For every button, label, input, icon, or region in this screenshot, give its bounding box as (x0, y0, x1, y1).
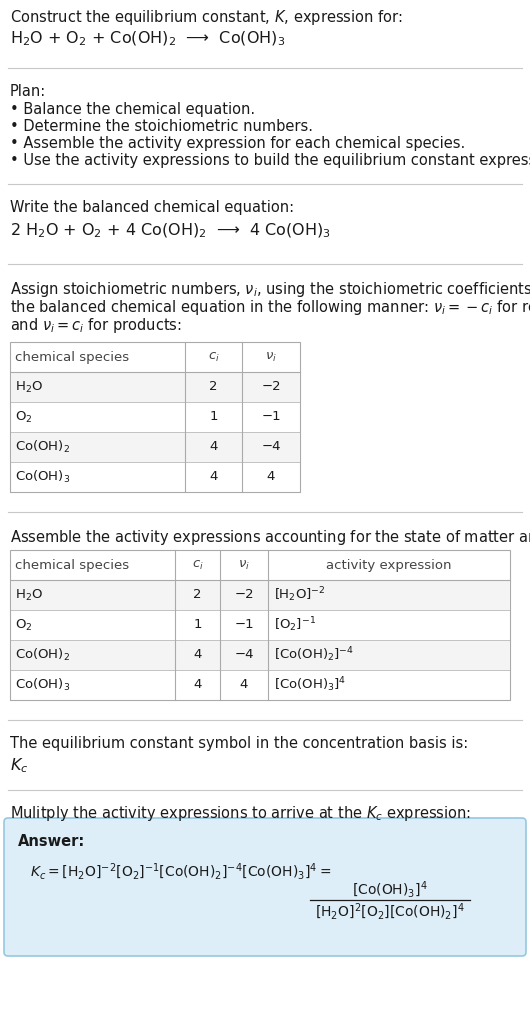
Text: $c_i$: $c_i$ (208, 351, 219, 364)
Text: The equilibrium constant symbol in the concentration basis is:: The equilibrium constant symbol in the c… (10, 736, 468, 751)
Text: Co(OH)$_2$: Co(OH)$_2$ (15, 647, 70, 663)
Text: 4: 4 (193, 649, 202, 661)
FancyBboxPatch shape (11, 641, 509, 669)
FancyBboxPatch shape (11, 372, 299, 402)
Text: [Co(OH)$_2$]$^{-4}$: [Co(OH)$_2$]$^{-4}$ (274, 646, 354, 664)
Text: H$_2$O: H$_2$O (15, 379, 43, 394)
Text: Co(OH)$_3$: Co(OH)$_3$ (15, 677, 70, 693)
Text: 4: 4 (209, 470, 218, 484)
Text: Plan:: Plan: (10, 84, 46, 99)
Text: [H$_2$O]$^{-2}$: [H$_2$O]$^{-2}$ (274, 586, 325, 604)
Text: −4: −4 (234, 649, 254, 661)
FancyBboxPatch shape (10, 550, 510, 700)
Text: $c_i$: $c_i$ (191, 559, 204, 572)
Text: chemical species: chemical species (15, 559, 129, 572)
Text: $\nu_i$: $\nu_i$ (265, 351, 277, 364)
Text: $K_c$: $K_c$ (10, 756, 29, 775)
Text: [Co(OH)$_3$]$^{4}$: [Co(OH)$_3$]$^{4}$ (274, 675, 346, 695)
Text: [O$_2$]$^{-1}$: [O$_2$]$^{-1}$ (274, 615, 316, 635)
Text: 4: 4 (267, 470, 275, 484)
Text: • Determine the stoichiometric numbers.: • Determine the stoichiometric numbers. (10, 119, 313, 134)
Text: $\nu_i$: $\nu_i$ (238, 559, 250, 572)
Text: Assign stoichiometric numbers, $\nu_i$, using the stoichiometric coefficients, $: Assign stoichiometric numbers, $\nu_i$, … (10, 280, 530, 299)
Text: $[\mathrm{H_2O}]^{2}[\mathrm{O_2}][\mathrm{Co(OH)_2}]^{4}$: $[\mathrm{H_2O}]^{2}[\mathrm{O_2}][\math… (315, 902, 465, 923)
Text: Co(OH)$_3$: Co(OH)$_3$ (15, 468, 70, 485)
Text: −4: −4 (261, 440, 281, 453)
Text: • Assemble the activity expression for each chemical species.: • Assemble the activity expression for e… (10, 136, 465, 151)
Text: and $\nu_i = c_i$ for products:: and $\nu_i = c_i$ for products: (10, 316, 182, 335)
Text: • Balance the chemical equation.: • Balance the chemical equation. (10, 102, 255, 117)
Text: Construct the equilibrium constant, $K$, expression for:: Construct the equilibrium constant, $K$,… (10, 8, 403, 27)
Text: activity expression: activity expression (326, 559, 452, 572)
Text: 4: 4 (240, 678, 248, 692)
Text: Co(OH)$_2$: Co(OH)$_2$ (15, 439, 70, 455)
Text: −2: −2 (261, 380, 281, 393)
Text: 2: 2 (193, 588, 202, 601)
Text: −2: −2 (234, 588, 254, 601)
Text: Write the balanced chemical equation:: Write the balanced chemical equation: (10, 200, 294, 215)
Text: Mulitply the activity expressions to arrive at the $K_c$ expression:: Mulitply the activity expressions to arr… (10, 804, 471, 823)
Text: Answer:: Answer: (18, 834, 85, 849)
FancyBboxPatch shape (11, 433, 299, 461)
Text: −1: −1 (234, 619, 254, 632)
FancyBboxPatch shape (11, 580, 509, 609)
Text: 4: 4 (209, 440, 218, 453)
Text: 2 H$_2$O + O$_2$ + 4 Co(OH)$_2$  ⟶  4 Co(OH)$_3$: 2 H$_2$O + O$_2$ + 4 Co(OH)$_2$ ⟶ 4 Co(O… (10, 222, 331, 240)
Text: the balanced chemical equation in the following manner: $\nu_i = -c_i$ for react: the balanced chemical equation in the fo… (10, 298, 530, 317)
Text: 1: 1 (209, 411, 218, 424)
Text: O$_2$: O$_2$ (15, 618, 32, 633)
Text: O$_2$: O$_2$ (15, 410, 32, 425)
Text: H$_2$O: H$_2$O (15, 587, 43, 602)
Text: • Use the activity expressions to build the equilibrium constant expression.: • Use the activity expressions to build … (10, 153, 530, 168)
Text: 4: 4 (193, 678, 202, 692)
Text: H$_2$O + O$_2$ + Co(OH)$_2$  ⟶  Co(OH)$_3$: H$_2$O + O$_2$ + Co(OH)$_2$ ⟶ Co(OH)$_3$ (10, 30, 285, 49)
Text: chemical species: chemical species (15, 351, 129, 363)
Text: $[\mathrm{Co(OH)_3}]^{4}$: $[\mathrm{Co(OH)_3}]^{4}$ (352, 880, 428, 900)
Text: Assemble the activity expressions accounting for the state of matter and $\nu_i$: Assemble the activity expressions accoun… (10, 528, 530, 547)
Text: 2: 2 (209, 380, 218, 393)
Text: $K_c = [\mathrm{H_2O}]^{-2}[\mathrm{O_2}]^{-1}[\mathrm{Co(OH)_2}]^{-4}[\mathrm{C: $K_c = [\mathrm{H_2O}]^{-2}[\mathrm{O_2}… (30, 862, 331, 882)
FancyBboxPatch shape (10, 342, 300, 492)
Text: 1: 1 (193, 619, 202, 632)
Text: −1: −1 (261, 411, 281, 424)
FancyBboxPatch shape (4, 818, 526, 956)
